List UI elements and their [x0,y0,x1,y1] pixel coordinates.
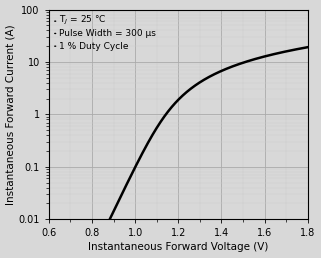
Text: T$_J$ = 25 °C: T$_J$ = 25 °C [59,14,107,27]
Text: Pulse Width = 300 μs: Pulse Width = 300 μs [59,29,156,38]
Y-axis label: Instantaneous Forward Current (A): Instantaneous Forward Current (A) [5,24,15,205]
Text: 1 % Duty Cycle: 1 % Duty Cycle [59,42,129,51]
X-axis label: Instantaneous Forward Voltage (V): Instantaneous Forward Voltage (V) [88,243,268,252]
